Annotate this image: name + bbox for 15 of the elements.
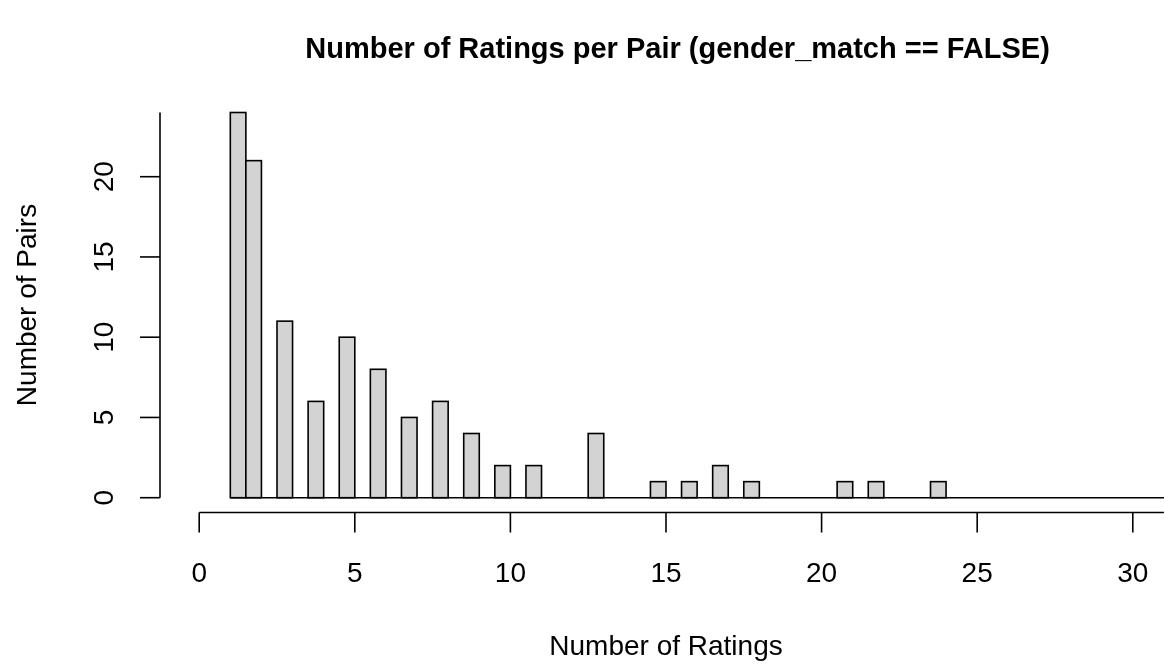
x-tick-label: 20 xyxy=(806,557,838,588)
y-axis-title: Number of Pairs xyxy=(11,203,42,407)
y-tick-label: 15 xyxy=(88,241,119,273)
x-tick-label: 25 xyxy=(961,557,993,588)
chart-title: Number of Ratings per Pair (gender_match == FALSE) xyxy=(305,32,1050,64)
x-tick-label: 15 xyxy=(650,557,682,588)
y-tick-label: 5 xyxy=(88,409,119,426)
x-tick-label: 5 xyxy=(347,557,363,588)
x-tick-label: 10 xyxy=(494,557,526,588)
y-tick-label: 20 xyxy=(88,161,119,193)
x-axis-title: Number of Ratings xyxy=(549,630,783,661)
x-tick-label: 0 xyxy=(191,557,207,588)
y-tick-label: 0 xyxy=(88,489,119,506)
x-tick-label: 30 xyxy=(1117,557,1149,588)
y-tick-label: 10 xyxy=(88,321,119,353)
